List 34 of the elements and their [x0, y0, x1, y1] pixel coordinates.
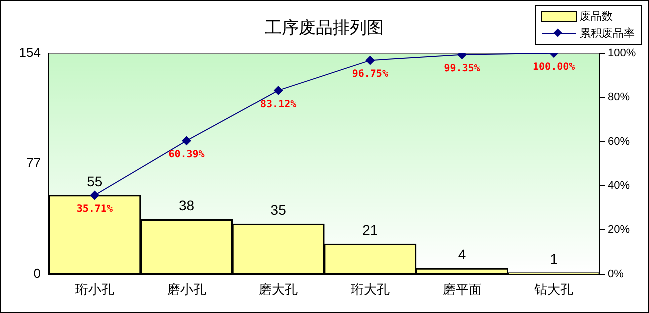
y-tick-label: 0: [34, 266, 41, 281]
x-tick-label: 钻大孔: [534, 282, 574, 297]
y-tick-label: 77: [26, 155, 41, 170]
data-label: 4: [458, 246, 466, 263]
y2-tick-label: 100%: [608, 47, 636, 60]
data-label: 21: [362, 222, 378, 238]
point: [182, 136, 192, 146]
data-label: 96.75%: [352, 69, 388, 80]
x-tick-label: 珩小孔: [75, 282, 114, 297]
x-tick-label: 磨大孔: [259, 282, 298, 297]
data-label: 99.35%: [444, 63, 480, 74]
legend-label: 废品数: [580, 9, 613, 24]
data-label: 60.39%: [168, 150, 205, 161]
data-label: 83.12%: [260, 99, 297, 110]
point: [366, 56, 375, 66]
x-tick-label: 珩大孔: [350, 282, 390, 297]
y2-tick-label: 0%: [608, 268, 624, 280]
x-tick-label: 磨平面: [442, 282, 482, 297]
x-tick-label: 磨小孔: [167, 282, 206, 297]
chart-title: 工序废品排列图: [265, 18, 384, 39]
point: [274, 86, 284, 96]
data-label: 35.71%: [76, 204, 113, 216]
data-label: 38: [178, 198, 195, 214]
y-tick-label: 154: [19, 44, 41, 60]
y2-tick-label: 40%: [608, 180, 630, 192]
y2-tick-label: 20%: [608, 224, 630, 236]
y2-tick-label: 80%: [608, 92, 630, 104]
legend-label: 累积废品率: [580, 26, 635, 41]
data-label: 55: [87, 173, 103, 190]
data-label: 100.00%: [533, 62, 576, 73]
data-label: 1: [550, 250, 558, 267]
data-label: 35: [270, 202, 287, 218]
point: [90, 190, 100, 200]
y2-tick-label: 60%: [608, 136, 630, 148]
